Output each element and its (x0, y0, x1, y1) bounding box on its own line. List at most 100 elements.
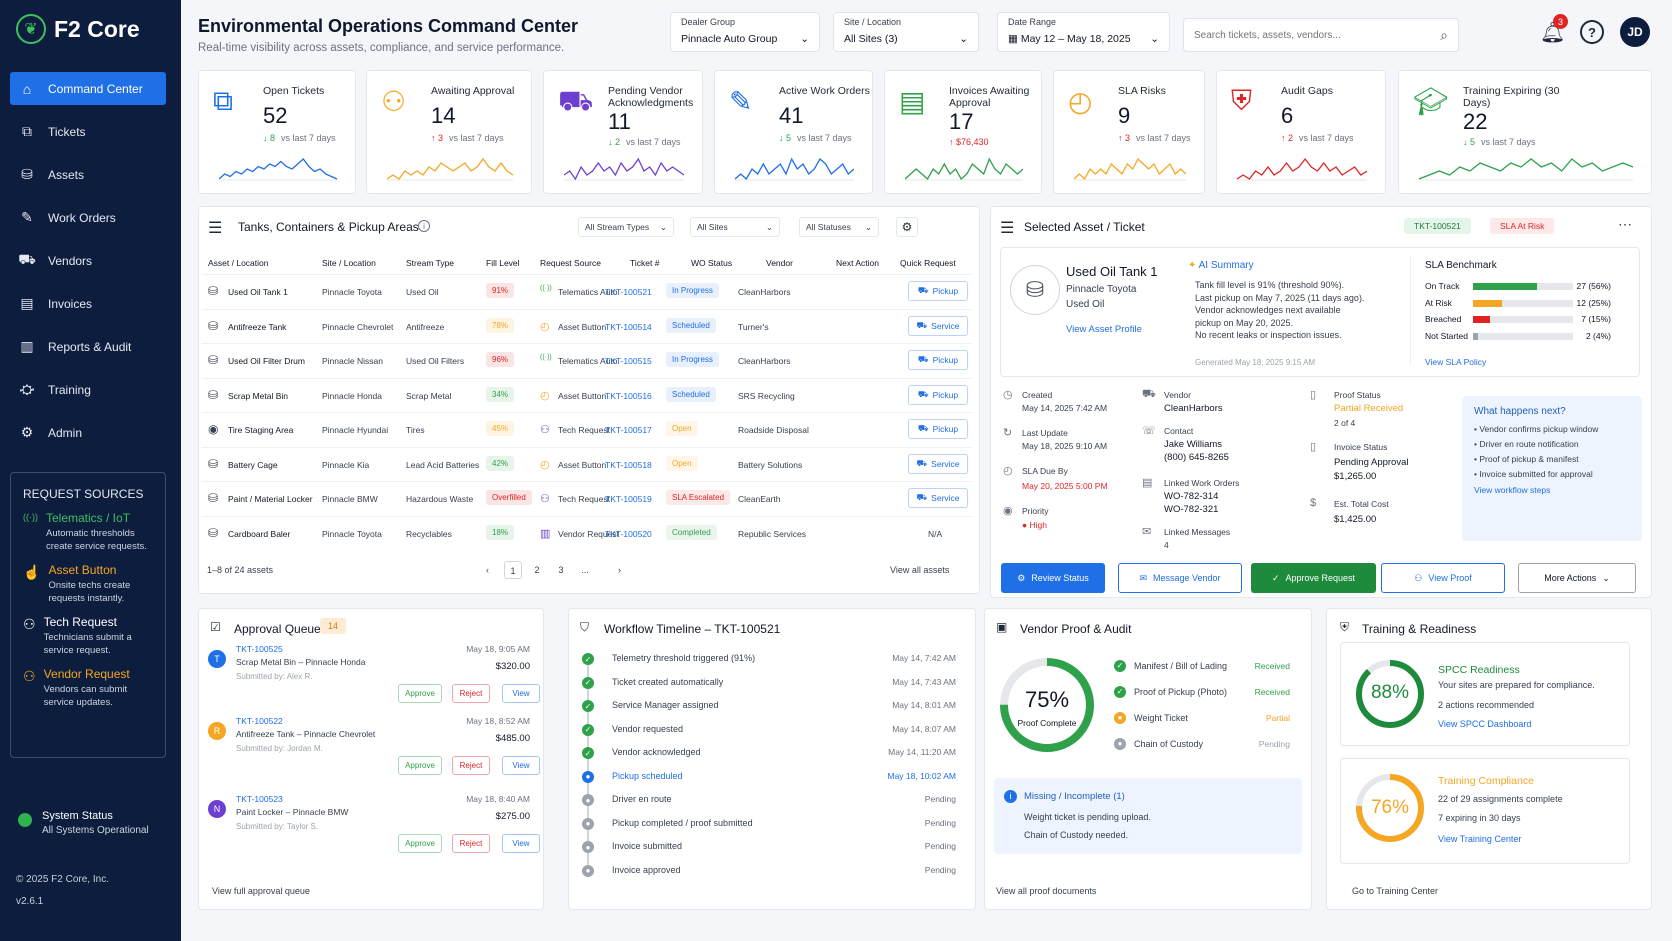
sidebar-item-assets[interactable]: ⛁ Assets (10, 158, 166, 191)
approve-button[interactable]: Approve (398, 756, 442, 775)
ticket-link[interactable]: TKT-100517 (605, 425, 652, 435)
ticket-link[interactable]: TKT-100514 (605, 321, 652, 332)
button-label: Reject (459, 761, 483, 770)
more-options-icon[interactable]: ⋯ (1618, 216, 1632, 232)
next-page-icon[interactable]: › (618, 565, 621, 575)
date-range-select[interactable]: Date Range ▦ May 12 – May 18, 2025 ⌄ (997, 12, 1170, 52)
ticket-link[interactable]: TKT-100523 (236, 794, 283, 804)
search-input[interactable] (1194, 29, 1414, 41)
sidebar-item-work-orders[interactable]: ✎ Work Orders (10, 201, 166, 234)
table-row[interactable]: ⛁ Paint / Material Locker Pinnacle BMW Haza… (202, 481, 972, 515)
sidebar-item-reports-audit[interactable]: ▥ Reports & Audit (10, 330, 166, 363)
reject-button[interactable]: Reject (452, 684, 490, 703)
stream-type: Recyclables (406, 528, 452, 539)
ticket-badge: TKT-100521 (1404, 218, 1471, 234)
page-button[interactable]: 2 (534, 565, 540, 575)
site-select[interactable]: Site / Location All Sites (3) ⌄ (833, 12, 979, 52)
gear-icon[interactable]: ⚙ (896, 217, 918, 237)
ticket-link[interactable]: TKT-100521 (605, 287, 652, 297)
avatar[interactable]: JD (1620, 17, 1650, 47)
view-asset-profile-link[interactable]: View Asset Profile (1066, 324, 1142, 335)
quick-request-button[interactable]: ⛟ Service (908, 315, 968, 336)
shield-alert-icon: ⛨ (1231, 85, 1253, 116)
quick-request-button[interactable]: ⛟ Pickup (908, 350, 968, 370)
kpi-card[interactable]: ⛨ Audit Gaps 6 ↑ 2 vs last 7 days (1216, 70, 1386, 194)
truck-icon: ⛟ (917, 285, 929, 295)
approve-request-button[interactable]: ✓ Approve Request (1251, 563, 1376, 593)
ticket-link[interactable]: TKT-100519 (605, 494, 652, 504)
work-order-link[interactable]: WO-782-314 (1164, 491, 1219, 502)
reject-button[interactable]: Reject (452, 834, 490, 853)
building-icon: ▥ (540, 527, 551, 540)
view-proof-docs-link[interactable]: View all proof documents (996, 886, 1097, 896)
kpi-card[interactable]: ✎ Active Work Orders 41 ↓ 5 vs last 7 days (714, 70, 873, 194)
prev-page-icon[interactable]: ‹ (486, 565, 489, 575)
table-row[interactable]: ⛁ Used Oil Tank 1 Pinnacle Toyota Used Oil 9… (202, 274, 972, 308)
view-all-assets-link[interactable]: View all assets (890, 565, 950, 575)
approve-button[interactable]: Approve (398, 834, 442, 853)
work-order-link[interactable]: WO-782-321 (1164, 504, 1219, 515)
spcc-dashboard-link[interactable]: View SPCC Dashboard (1438, 719, 1532, 729)
sidebar-item-training[interactable]: ⛮ Training (10, 373, 166, 406)
vendor-name: Roadside Disposal (738, 425, 809, 435)
view-proof-button[interactable]: ⚇ View Proof (1381, 563, 1505, 593)
table-row[interactable]: ⛁ Cardboard Baler Pinnacle Toyota Recyclabl… (202, 515, 972, 550)
go-training-center-link[interactable]: Go to Training Center (1352, 886, 1439, 896)
table-row[interactable]: ◉ Tire Staging Area Pinnacle Hyundai Tires 4… (202, 412, 972, 446)
table-row[interactable]: ⛁ Antifreeze Tank Pinnacle Chevrolet Antifr… (202, 308, 972, 343)
quick-request-button[interactable]: ⛟ Pickup (908, 281, 968, 301)
kpi-card[interactable]: ⧉ Open Tickets 52 ↓ 8 vs last 7 days (198, 70, 356, 194)
page-button[interactable]: 3 (558, 565, 564, 575)
status-filter[interactable]: All Statuses ⌄ (799, 217, 879, 237)
shield-icon: ⛨ (1340, 620, 1350, 634)
dealer-group-select[interactable]: Dealer Group Pinnacle Auto Group ⌄ (670, 12, 820, 52)
view-button[interactable]: View (502, 684, 540, 703)
reject-button[interactable]: Reject (452, 756, 490, 775)
view-button[interactable]: View (502, 756, 540, 775)
sidebar-item-tickets[interactable]: ⧉ Tickets (10, 115, 166, 148)
app-logo[interactable]: ❦ F2 Core (16, 14, 140, 44)
sites-filter[interactable]: All Sites ⌄ (690, 217, 780, 237)
ticket-link[interactable]: TKT-100516 (605, 390, 652, 401)
training-center-link[interactable]: View Training Center (1438, 834, 1522, 844)
stream-type-filter[interactable]: All Stream Types ⌄ (578, 217, 674, 237)
message-vendor-button[interactable]: ✉ Message Vendor (1118, 563, 1242, 593)
info-icon[interactable]: i (418, 220, 430, 232)
ticket-link[interactable]: TKT-100525 (236, 644, 283, 654)
quick-request-button[interactable]: ⛟ Pickup (908, 384, 968, 405)
kpi-card[interactable]: ⚇ Awaiting Approval 14 ↑ 3 vs last 7 days (366, 70, 532, 194)
sidebar-item-command-center[interactable]: ⌂ Command Center (10, 72, 166, 105)
kpi-card[interactable]: ▤ Invoices Awaiting Approval 17 ↑ $76,430 (884, 70, 1042, 194)
request-sources-panel: REQUEST SOURCES ((·)) Telematics / IoT Aut… (10, 472, 166, 758)
table-row[interactable]: ⛁ Scrap Metal Bin Pinnacle Honda Scrap Meta… (202, 377, 972, 412)
home-icon: ⌂ (22, 80, 32, 97)
request-source-name: Tech Request (43, 615, 117, 629)
sidebar-item-vendors[interactable]: ⛟ Vendors (10, 244, 166, 277)
review-status-button[interactable]: ⚙ Review Status (1001, 563, 1105, 593)
search-icon[interactable]: ⌕ (1440, 26, 1448, 43)
kpi-card[interactable]: ◴ SLA Risks 9 ↑ 3 vs last 7 days (1053, 70, 1205, 194)
approve-button[interactable]: Approve (398, 684, 442, 703)
kpi-card[interactable]: 🎓︎ Training Expiring (30 Days) 22 ↓ 5 vs las… (1398, 70, 1652, 194)
quick-request-button[interactable]: ⛟ Pickup (908, 419, 968, 439)
help-icon[interactable]: ? (1580, 20, 1604, 44)
view-sla-policy-link[interactable]: View SLA Policy (1425, 357, 1487, 367)
quick-request-button[interactable]: ⛟ Service (908, 488, 968, 508)
table-row[interactable]: ⛁ Used Oil Filter Drum Pinnacle Nissan Used… (202, 343, 972, 377)
view-workflow-link[interactable]: View workflow steps (1474, 485, 1551, 495)
more-actions-button[interactable]: More Actions ⌄ (1518, 563, 1636, 593)
ticket-link[interactable]: TKT-100518 (605, 459, 652, 470)
table-row[interactable]: ⛁ Battery Cage Pinnacle Kia Lead Acid Batte… (202, 446, 972, 481)
kpi-card[interactable]: ⛟ Pending Vendor Acknowledgments 11 ↓ 2 vs l… (543, 70, 703, 194)
ticket-link[interactable]: TKT-100520 (605, 528, 652, 539)
ticket-link[interactable]: TKT-100515 (605, 356, 652, 366)
page-button[interactable]: ... (581, 565, 589, 575)
ticket-link[interactable]: TKT-100522 (236, 716, 283, 726)
page-button[interactable]: 1 (504, 561, 522, 579)
sidebar-item-admin[interactable]: ⚙ Admin (10, 416, 166, 449)
tank-icon: ⛁ (208, 387, 219, 402)
sidebar-item-invoices[interactable]: ▤ Invoices (10, 287, 166, 320)
view-button[interactable]: View (502, 834, 540, 853)
quick-request-button[interactable]: ⛟ Service (908, 453, 968, 474)
view-approval-queue-link[interactable]: View full approval queue (212, 886, 310, 896)
